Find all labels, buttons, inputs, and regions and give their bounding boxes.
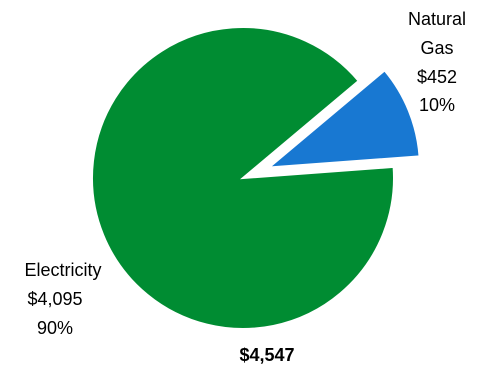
pie-slice-natural-gas xyxy=(265,68,421,169)
pie-slice-electricity xyxy=(91,26,395,330)
pie-slices xyxy=(91,26,421,330)
slice-label-electricity-percent: 90% xyxy=(37,318,73,338)
total-label: $4,547 xyxy=(239,345,294,365)
slice-label-electricity-name: Electricity xyxy=(24,260,101,280)
slice-label-electricity-value: $4,095 xyxy=(27,289,82,309)
slice-label-natural-gas-percent: 10% xyxy=(419,95,455,115)
slice-label-natural-gas-name-2: Gas xyxy=(420,38,453,58)
slice-label-natural-gas-value: $452 xyxy=(417,67,457,87)
slice-label-natural-gas-name-1: Natural xyxy=(408,9,466,29)
